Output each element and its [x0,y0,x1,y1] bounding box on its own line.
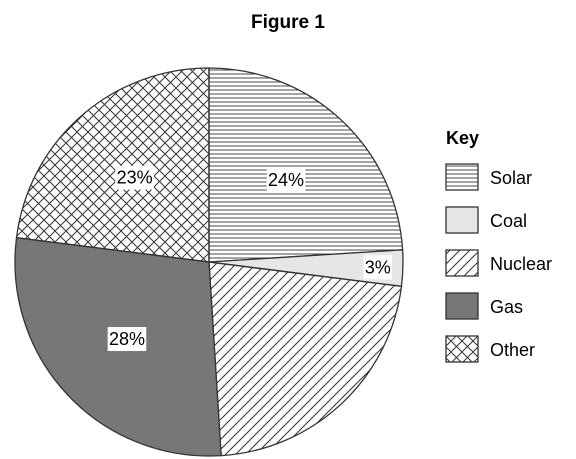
slice-label-background [107,327,147,352]
pie-slices [14,67,404,457]
legend-label-nuclear: Nuclear [490,254,552,274]
slice-label-solar: 24% [266,167,306,192]
slice-label-gas: 28% [107,327,147,352]
legend-label-gas: Gas [490,297,523,317]
slice-label-text: 23% [117,168,153,188]
slice-label-background [115,165,154,190]
pie-labels: 24% 3% 28% 23% [107,165,392,352]
slice-label-coal: 3% [363,255,392,280]
legend-swatch-gas [445,292,479,320]
slice-solar [208,67,404,263]
slice-label-text: 28% [109,329,145,349]
legend-label-coal: Coal [490,211,527,231]
legend-swatch-other [445,335,479,363]
legend-label-solar: Solar [490,168,532,188]
legend-swatch-solar [445,163,479,191]
slice-other [15,67,210,263]
legend-title: Key [446,128,479,148]
legend-label-other: Other [490,340,535,360]
legend-swatch-nuclear [445,249,479,277]
slice-label-other: 23% [115,165,154,190]
slice-label-text: 24% [268,170,304,190]
slice-label-background [266,167,306,192]
legend-swatch-coal [445,206,479,234]
legend: Key Solar Coal Nuclear Gas Other [445,128,552,363]
slice-nuclear [208,261,403,457]
chart-title: Figure 1 [251,12,325,33]
slice-label-background [363,255,392,280]
slice-label-text: 3% [365,257,391,277]
